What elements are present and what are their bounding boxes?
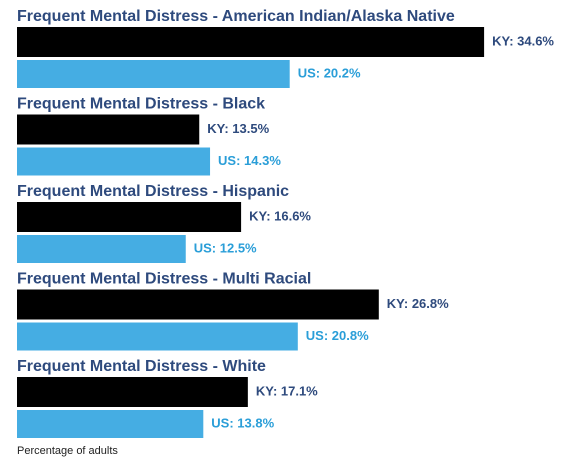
value-label: KY: 26.8% (387, 296, 449, 311)
bar (17, 114, 200, 145)
value-label: KY: 17.1% (256, 383, 318, 398)
bar (17, 60, 290, 88)
bar (17, 410, 204, 438)
bar (17, 377, 248, 407)
group-title: Frequent Mental Distress - Hispanic (17, 183, 289, 200)
value-label: US: 14.3% (218, 153, 281, 168)
value-label: US: 12.5% (194, 240, 257, 255)
group-title: Frequent Mental Distress - American Indi… (17, 8, 455, 25)
bar (17, 202, 242, 232)
value-label: US: 20.2% (298, 65, 361, 80)
value-label: US: 20.8% (306, 328, 369, 343)
group-title: Frequent Mental Distress - White (17, 358, 266, 375)
value-label: KY: 34.6% (492, 33, 554, 48)
value-label: KY: 13.5% (207, 121, 269, 136)
bar (17, 289, 379, 320)
x-axis-label: Percentage of adults (17, 445, 118, 457)
bar (17, 235, 186, 263)
bar (17, 147, 211, 176)
group-title: Frequent Mental Distress - Multi Racial (17, 271, 311, 288)
group-title: Frequent Mental Distress - Black (17, 96, 265, 113)
value-label: KY: 16.6% (249, 208, 311, 223)
bar (17, 322, 298, 351)
bar (17, 27, 485, 57)
value-label: US: 13.8% (211, 415, 274, 430)
